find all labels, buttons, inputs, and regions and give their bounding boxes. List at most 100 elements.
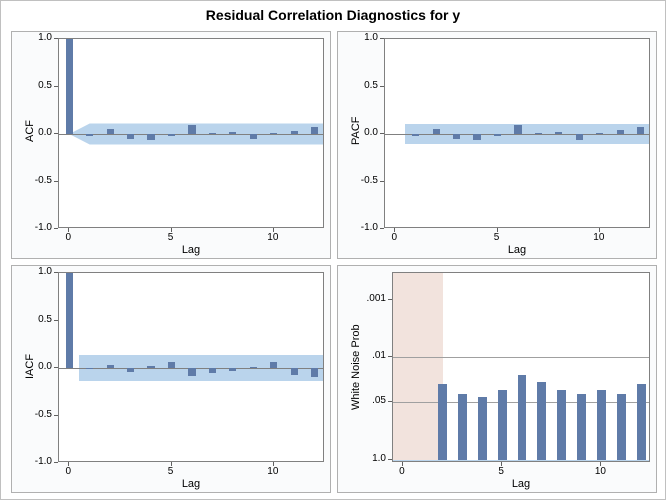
bar-lag-12 — [637, 384, 646, 460]
bar-lag-8 — [229, 132, 236, 134]
ytick-label: 0.5 — [12, 314, 52, 325]
bar-lag-12 — [311, 368, 318, 377]
ytick-label: -1.0 — [338, 222, 378, 233]
ytick-label: -0.5 — [12, 409, 52, 420]
diagnostics-figure: Residual Correlation Diagnostics for y -… — [0, 0, 666, 500]
bar-lag-1 — [86, 134, 93, 136]
panel-acf: -1.0-0.50.00.51.00510ACFLag — [11, 31, 331, 259]
bar-lag-4 — [147, 134, 154, 140]
panel-pacf: -1.0-0.50.00.51.00510PACFLag — [337, 31, 657, 259]
figure-title: Residual Correlation Diagnostics for y — [1, 7, 665, 23]
bar-lag-11 — [291, 368, 298, 375]
bar-lag-11 — [617, 130, 624, 134]
xtick-label: 5 — [161, 466, 181, 477]
bar-lag-0 — [66, 273, 73, 368]
zero-line — [385, 134, 650, 135]
bar-lag-9 — [250, 367, 257, 368]
iacf-ylabel: IACF — [24, 354, 36, 379]
white-noise-plot-area — [392, 272, 650, 462]
ytick-label: -1.0 — [12, 222, 52, 233]
iacf-xlabel: Lag — [58, 478, 324, 490]
pacf-xlabel: Lag — [384, 244, 650, 256]
xtick-label: 10 — [590, 466, 610, 477]
bar-lag-0 — [66, 39, 73, 134]
bar-lag-10 — [597, 390, 606, 460]
xtick-label: 0 — [58, 466, 78, 477]
bar-lag-6 — [188, 125, 195, 134]
ytick-label: 1.0 — [12, 32, 52, 43]
bar-lag-2 — [438, 384, 447, 460]
bar-lag-9 — [577, 394, 586, 461]
bar-lag-11 — [291, 131, 298, 134]
acf-ylabel: ACF — [24, 120, 36, 142]
bar-lag-10 — [596, 133, 603, 134]
bar-lag-7 — [209, 368, 216, 373]
bar-lag-9 — [250, 134, 257, 139]
bar-lag-2 — [107, 129, 114, 134]
bar-lag-12 — [311, 127, 318, 134]
bar-lag-11 — [617, 394, 626, 461]
bar-lag-2 — [107, 365, 114, 368]
ytick-label: 1.0 — [338, 32, 378, 43]
bar-lag-2 — [433, 129, 440, 134]
bar-lag-6 — [514, 125, 521, 135]
bar-lag-4 — [478, 397, 487, 460]
acf-plot-area — [58, 38, 324, 228]
ytick-label: 1.0 — [12, 266, 52, 277]
bar-lag-5 — [168, 362, 175, 368]
bar-lag-3 — [127, 134, 134, 139]
xtick-label: 0 — [392, 466, 412, 477]
bar-lag-6 — [518, 375, 527, 461]
panel-white-noise: .001 .01 .05 1.0 0 5 10 White Noise Prob Lag — [337, 265, 657, 493]
bar-lag-7 — [537, 382, 546, 460]
ytick-label: .05 — [338, 395, 386, 406]
xtick-label: 0 — [58, 232, 78, 243]
ytick-label: -0.5 — [12, 175, 52, 186]
xtick-label: 10 — [263, 466, 283, 477]
bar-lag-7 — [535, 133, 542, 134]
pacf-ylabel: PACF — [350, 116, 362, 145]
bar-lag-10 — [270, 362, 277, 368]
bar-lag-8 — [229, 368, 236, 371]
bar-lag-8 — [555, 132, 562, 134]
white-noise-xlabel: Lag — [392, 478, 650, 490]
bar-lag-3 — [453, 134, 460, 139]
bar-lag-1 — [412, 134, 419, 136]
ytick-label: 0.5 — [12, 80, 52, 91]
initial-lags-shade — [393, 273, 443, 462]
pacf-plot-area — [384, 38, 650, 228]
bar-lag-3 — [127, 368, 134, 372]
bar-lag-4 — [473, 134, 480, 140]
bar-lag-6 — [188, 368, 195, 376]
ytick-label: -0.5 — [338, 175, 378, 186]
bar-lag-1 — [86, 368, 93, 369]
xtick-label: 5 — [161, 232, 181, 243]
xtick-label: 10 — [263, 232, 283, 243]
panel-iacf: -1.0-0.50.00.51.00510IACFLag — [11, 265, 331, 493]
gridline — [393, 357, 650, 358]
iacf-plot-area — [58, 272, 324, 462]
bar-lag-5 — [168, 134, 175, 136]
bar-lag-5 — [494, 134, 501, 136]
bar-lag-4 — [147, 366, 154, 368]
xtick-label: 10 — [589, 232, 609, 243]
bar-lag-7 — [209, 133, 216, 134]
bar-lag-9 — [576, 134, 583, 140]
acf-xlabel: Lag — [58, 244, 324, 256]
reference-line — [393, 460, 650, 462]
bar-lag-8 — [557, 390, 566, 460]
bar-lag-10 — [270, 133, 277, 134]
ytick-label: 1.0 — [338, 453, 386, 464]
xtick-label: 5 — [487, 232, 507, 243]
zero-line — [59, 134, 324, 135]
xtick-label: 0 — [384, 232, 404, 243]
bar-lag-12 — [637, 127, 644, 134]
ytick-label: .001 — [338, 293, 386, 304]
ytick-label: -1.0 — [12, 456, 52, 467]
ytick-label: .01 — [338, 350, 386, 361]
bar-lag-5 — [498, 390, 507, 460]
bar-lag-3 — [458, 394, 467, 461]
ytick-label: 0.5 — [338, 80, 378, 91]
white-noise-ylabel: White Noise Prob — [350, 325, 362, 411]
xtick-label: 5 — [491, 466, 511, 477]
